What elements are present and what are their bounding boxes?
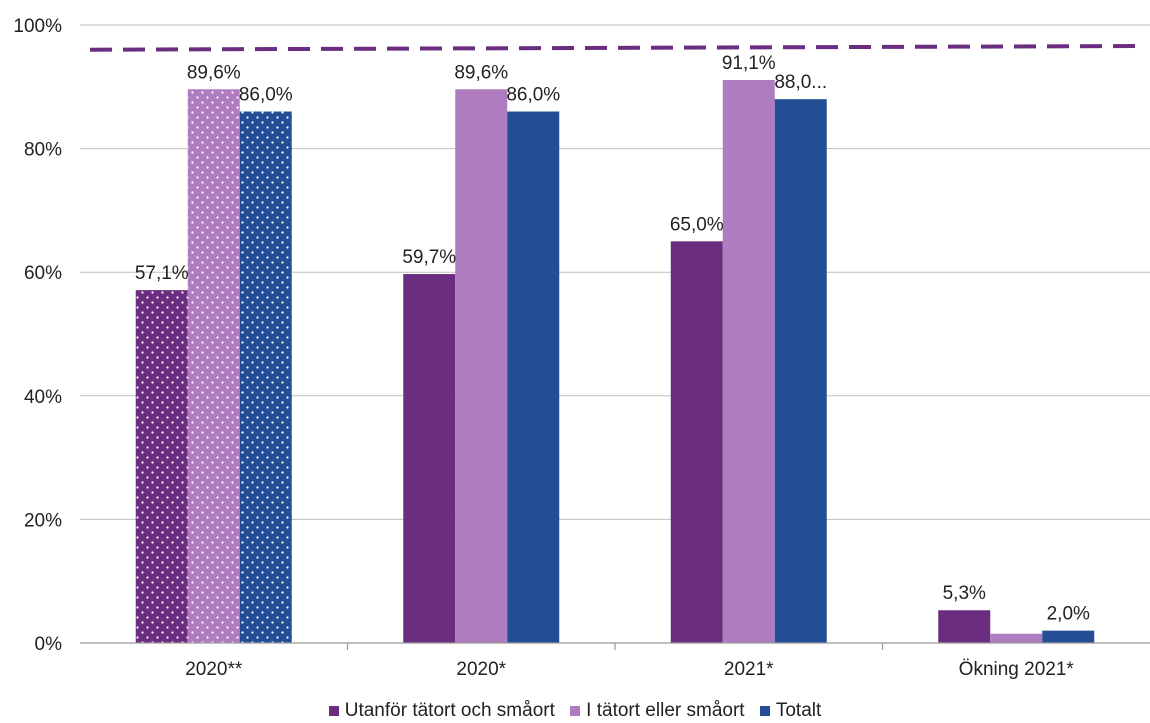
data-label: 57,1%: [135, 263, 189, 284]
reference-line: [89, 44, 1139, 52]
legend: Utanför tätort och småort I tätort eller…: [0, 700, 1150, 722]
y-tick-label: 60%: [24, 263, 62, 284]
data-labels: 57,1%89,6%86,0%59,7%89,6%86,0%65,0%91,1%…: [135, 53, 1090, 625]
bars: [135, 80, 1095, 644]
bar: [507, 111, 560, 643]
bar: [938, 610, 991, 643]
bar-dot-pattern: [239, 111, 292, 643]
y-tick-label: 0%: [35, 634, 63, 655]
x-tick-label: Ökning 2021*: [959, 659, 1075, 680]
axes: 0% 20% 40% 60% 80% 100% 2020** 2020* 2021* Ökning…: [13, 16, 1150, 680]
data-label: 89,6%: [454, 62, 508, 83]
y-tick-label: 100%: [13, 16, 62, 37]
data-label: 2,0%: [1047, 604, 1090, 625]
bar: [1042, 630, 1095, 643]
reference-dashed-line: [89, 44, 1139, 52]
bar: [455, 89, 508, 644]
bar-dot-pattern: [135, 290, 188, 643]
legend-label-utanfor: Utanför tätort och småort: [344, 700, 555, 721]
data-label: 86,0%: [506, 85, 560, 106]
legend-swatch-totalt: [759, 706, 770, 716]
y-tick-label: 40%: [24, 387, 62, 408]
bar: [990, 633, 1043, 643]
legend-swatch-utanfor: [328, 706, 339, 716]
bar: [722, 80, 775, 643]
data-label: 59,7%: [402, 247, 456, 268]
legend-item-utanfor: Utanför tätort och småort: [328, 700, 555, 722]
data-label: 91,1%: [722, 53, 776, 74]
bar-chart: 57,1%89,6%86,0%59,7%89,6%86,0%65,0%91,1%…: [13, 16, 1150, 680]
data-label: 88,0...: [774, 72, 827, 93]
bar-dot-pattern: [187, 89, 240, 644]
legend-item-i-tatort: I tätort eller småort: [570, 700, 745, 722]
y-tick-label: 20%: [24, 510, 62, 531]
data-label: 65,0%: [670, 214, 724, 235]
data-label: 86,0%: [239, 85, 293, 106]
bar: [670, 241, 723, 644]
x-tick-label: 2020*: [456, 659, 506, 680]
data-label: 89,6%: [187, 62, 241, 83]
bar: [774, 99, 827, 643]
bar: [403, 274, 456, 643]
y-tick-label: 80%: [24, 140, 62, 161]
legend-label-totalt: Totalt: [775, 700, 822, 721]
data-label: 5,3%: [943, 583, 986, 604]
legend-item-totalt: Totalt: [759, 700, 822, 722]
x-tick-label: 2020**: [185, 659, 243, 680]
legend-label-i-tatort: I tätort eller småort: [586, 700, 745, 721]
legend-swatch-i-tatort: [570, 706, 581, 716]
x-tick-label: 2021*: [724, 659, 774, 680]
